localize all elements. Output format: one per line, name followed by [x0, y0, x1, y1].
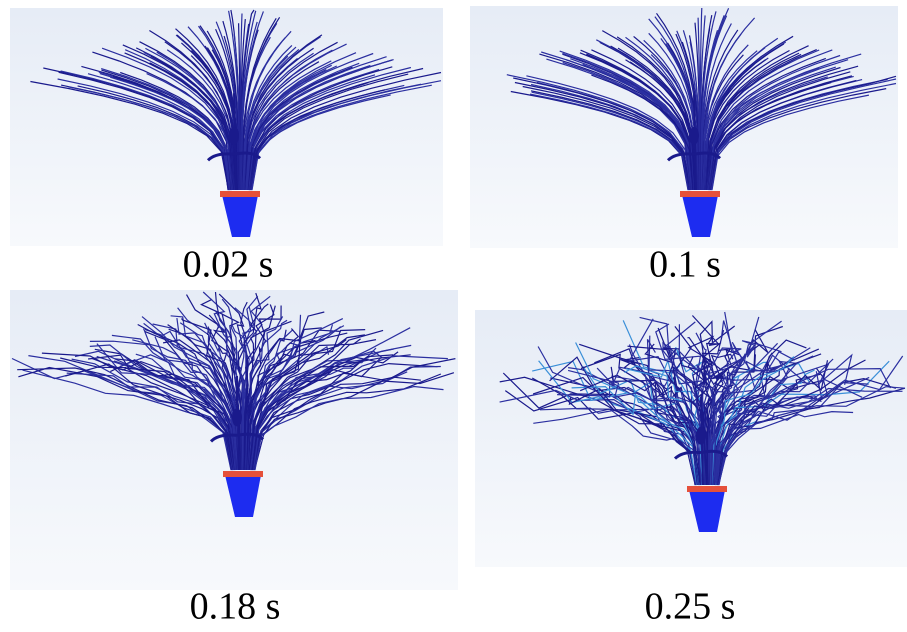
caption: 0.1 s: [649, 244, 721, 286]
caption: 0.02 s: [183, 244, 274, 286]
nozzle-rim: [220, 191, 260, 197]
bulb: [696, 427, 706, 445]
bulb: [229, 127, 239, 145]
caption: 0.18 s: [190, 586, 281, 628]
bulb: [689, 127, 699, 145]
caption: 0.25 s: [645, 586, 736, 628]
figure: 0.02 s 0.1 s 0.18 s 0.25 s: [0, 0, 907, 632]
nozzle-rim: [680, 191, 720, 197]
nozzle-rim: [223, 471, 263, 477]
bulb: [232, 408, 242, 426]
nozzle-rim: [687, 486, 727, 492]
